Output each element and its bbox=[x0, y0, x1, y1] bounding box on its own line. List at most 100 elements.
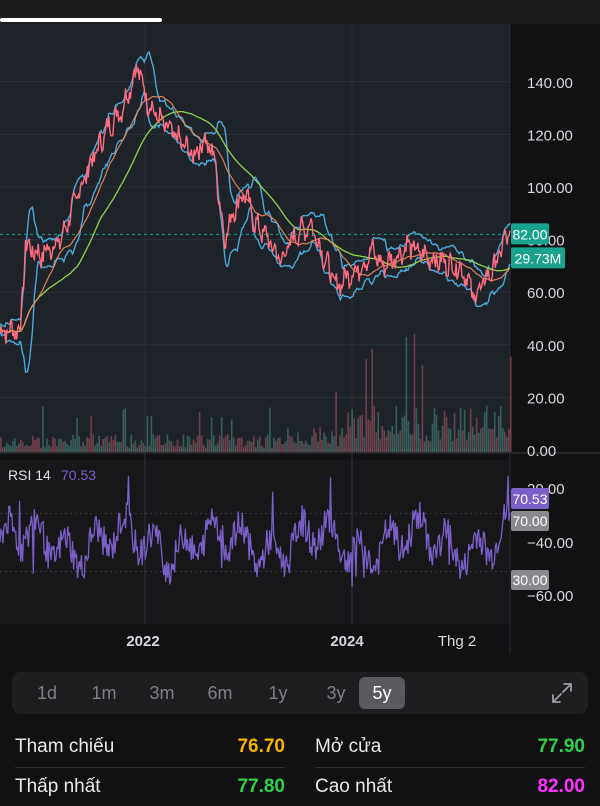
volume-bar bbox=[220, 417, 223, 452]
stat-high: Cao nhất 82.00 bbox=[315, 768, 585, 806]
volume-bar bbox=[357, 418, 360, 452]
volume-bar bbox=[497, 416, 500, 452]
volume-bar bbox=[433, 407, 436, 452]
range-button-3m[interactable]: 3m bbox=[149, 683, 175, 703]
chart-canvas[interactable]: 140.00120.00100.0080.0060.0040.0020.000.… bbox=[0, 24, 600, 656]
volume-bar bbox=[30, 445, 32, 452]
volume-bar bbox=[38, 437, 40, 452]
volume-bar bbox=[493, 412, 496, 452]
volume-bar bbox=[0, 437, 2, 452]
volume-bar bbox=[293, 441, 295, 452]
range-button-6m[interactable]: 6m bbox=[207, 683, 233, 703]
volume-bar bbox=[345, 434, 347, 452]
volume-bar bbox=[180, 446, 183, 452]
volume-bar bbox=[104, 437, 107, 452]
active-tab-indicator bbox=[0, 18, 162, 22]
volume-bar bbox=[367, 419, 370, 452]
volume-bar bbox=[108, 442, 111, 452]
volume-bar bbox=[359, 415, 362, 452]
rsi-title: RSI 14 bbox=[8, 467, 51, 483]
volume-bar bbox=[491, 428, 494, 452]
volume-bar bbox=[429, 441, 432, 452]
stat-reference-label: Tham chiếu bbox=[15, 736, 115, 757]
volume-bar bbox=[409, 434, 412, 452]
volume-bar bbox=[250, 442, 253, 452]
range-button-1y[interactable]: 1y bbox=[268, 683, 288, 703]
volume-bar bbox=[305, 440, 307, 452]
volume-bar bbox=[319, 427, 321, 452]
volume-bar bbox=[479, 428, 482, 452]
volume-bar bbox=[244, 444, 247, 452]
stock-chart[interactable]: 140.00120.00100.0080.0060.0040.0020.000.… bbox=[0, 24, 600, 656]
volume-bar bbox=[505, 436, 508, 452]
rsi-current-tag bbox=[511, 488, 549, 509]
volume-bar bbox=[228, 439, 231, 452]
volume-bar bbox=[252, 436, 255, 452]
range-button-3y[interactable]: 3y bbox=[326, 683, 346, 703]
volume-bar bbox=[160, 444, 163, 452]
volume-bar bbox=[507, 429, 510, 452]
volume-bar bbox=[463, 409, 466, 452]
volume-bar bbox=[226, 434, 229, 452]
volume-bar bbox=[323, 432, 325, 452]
volume-bar bbox=[377, 411, 380, 452]
divider bbox=[15, 767, 285, 768]
expand-icon[interactable] bbox=[550, 681, 574, 705]
range-button-1m[interactable]: 1m bbox=[91, 683, 117, 703]
price-axis-tick-label: 40.00 bbox=[527, 338, 565, 355]
volume-bar bbox=[315, 432, 317, 452]
volume-bar bbox=[355, 438, 357, 452]
volume-bar bbox=[459, 407, 462, 452]
volume-bar bbox=[335, 391, 337, 452]
range-button-1d[interactable]: 1d bbox=[36, 683, 58, 703]
volume-bar bbox=[381, 426, 384, 452]
volume-bar bbox=[60, 439, 62, 452]
volume-bar bbox=[431, 423, 434, 452]
volume-bar bbox=[246, 440, 249, 452]
volume-bar bbox=[158, 435, 161, 452]
volume-bar bbox=[84, 445, 86, 452]
volume-bar bbox=[28, 446, 30, 452]
volume-bar bbox=[202, 444, 205, 452]
volume-bar bbox=[14, 438, 16, 452]
bollinger-lower-line bbox=[0, 90, 511, 373]
volume-bar bbox=[58, 438, 60, 452]
volume-bar bbox=[54, 438, 56, 452]
current-price-tag bbox=[511, 223, 549, 245]
volume-bar bbox=[6, 442, 8, 452]
volume-bar bbox=[311, 436, 313, 452]
volume-bar bbox=[182, 434, 185, 452]
volume-bar bbox=[309, 445, 311, 452]
volume-bar bbox=[275, 440, 277, 452]
volume-bar bbox=[196, 435, 199, 452]
volume-bar bbox=[168, 440, 171, 452]
volume-bar bbox=[192, 439, 195, 452]
volume-bar bbox=[453, 412, 456, 452]
volume-bar bbox=[50, 446, 52, 452]
volume-bar bbox=[291, 436, 293, 452]
bollinger-upper-line bbox=[0, 50, 511, 332]
volume-bar bbox=[216, 443, 219, 452]
volume-bar bbox=[206, 438, 209, 452]
volume-bar bbox=[451, 441, 454, 452]
volume-bar bbox=[146, 416, 149, 452]
volume-bar bbox=[214, 445, 217, 452]
volume-bar bbox=[423, 441, 426, 452]
volume-bar bbox=[455, 438, 458, 452]
range-button-5y[interactable]: 5y bbox=[359, 677, 405, 709]
volume-bar bbox=[56, 445, 58, 452]
volume-bar bbox=[425, 435, 428, 452]
volume-bar bbox=[210, 417, 213, 452]
volume-bar bbox=[269, 407, 271, 452]
volume-bar bbox=[90, 416, 92, 452]
volume-bar bbox=[510, 356, 512, 452]
volume-bar bbox=[457, 429, 460, 452]
volume-bar bbox=[18, 443, 20, 452]
volume-bar bbox=[351, 409, 353, 452]
volume-bar bbox=[118, 441, 121, 452]
stat-low-value: 77.80 bbox=[237, 776, 285, 797]
volume-bar bbox=[441, 425, 444, 452]
moving-average-fast-line bbox=[0, 95, 511, 334]
volume-bar bbox=[150, 416, 153, 452]
volume-bar bbox=[259, 436, 261, 452]
